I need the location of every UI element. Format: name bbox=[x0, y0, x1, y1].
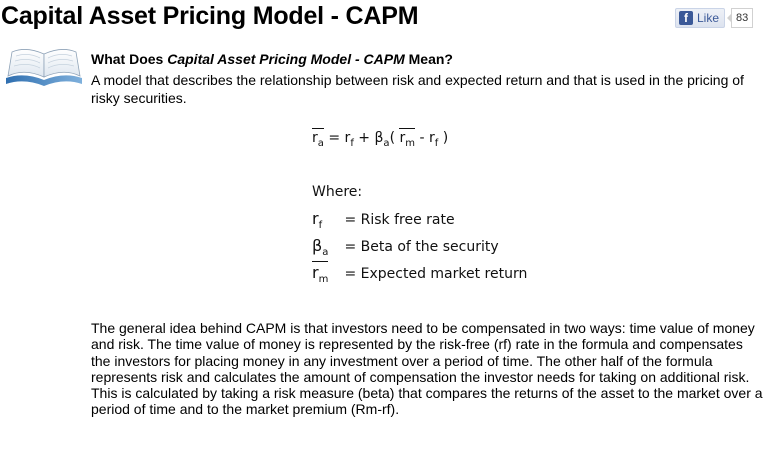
formula-ra: ra bbox=[312, 128, 324, 149]
like-label: Like bbox=[697, 11, 720, 25]
like-button[interactable]: f Like bbox=[675, 8, 726, 28]
like-count: 83 bbox=[726, 8, 754, 28]
capm-formula: ra = rf + βa( rm - rf ) bbox=[312, 128, 449, 149]
where-legend: Where: rf = Risk free rate βa = Beta of … bbox=[312, 180, 527, 288]
where-item-beta: βa = Beta of the security bbox=[312, 236, 499, 259]
where-item-rf: rf = Risk free rate bbox=[312, 209, 455, 232]
where-heading: Where: bbox=[312, 184, 363, 200]
page-title: Capital Asset Pricing Model - CAPM bbox=[1, 2, 419, 30]
facebook-like-widget: f Like 83 bbox=[675, 8, 754, 28]
explanation-paragraph: The general idea behind CAPM is that inv… bbox=[91, 320, 763, 418]
formula-rm: rm bbox=[399, 128, 415, 149]
where-item-rm: rm = Expected market return bbox=[312, 261, 528, 286]
question-term: Capital Asset Pricing Model - CAPM bbox=[167, 51, 405, 67]
open-book-icon bbox=[6, 49, 82, 86]
facebook-icon: f bbox=[679, 11, 693, 25]
definition-text: A model that describes the relationship … bbox=[91, 72, 744, 106]
definition-question: What Does Capital Asset Pricing Model - … bbox=[91, 51, 453, 67]
